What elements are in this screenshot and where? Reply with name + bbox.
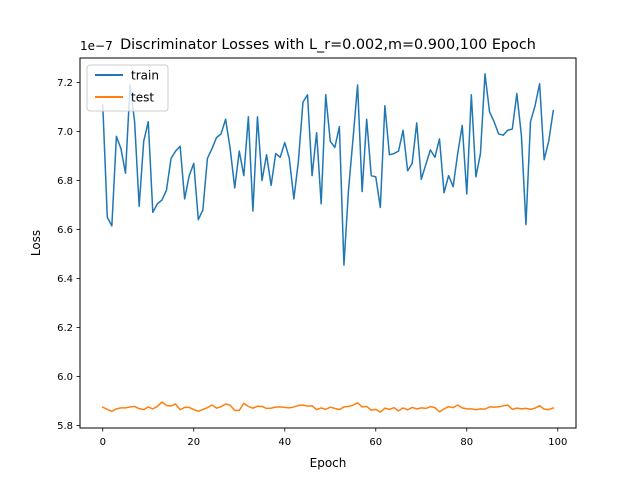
legend-label-test: test xyxy=(131,91,154,105)
y-axis-offset-text: 1e−7 xyxy=(80,39,113,53)
x-tick-label: 100 xyxy=(548,437,567,448)
series-layer xyxy=(101,73,555,413)
y-tick-label: 6.8 xyxy=(57,176,73,187)
y-tick-label: 6.6 xyxy=(57,225,73,236)
legend-label-train: train xyxy=(131,69,159,83)
plot-area xyxy=(79,57,577,429)
y-tick-label: 6.4 xyxy=(57,274,73,285)
legend: train test xyxy=(86,64,169,112)
x-tick-label: 0 xyxy=(100,437,106,448)
series-line-test xyxy=(101,401,555,413)
x-axis-label: Epoch xyxy=(310,456,347,470)
x-tick-label: 60 xyxy=(369,437,382,448)
x-tick-label: 20 xyxy=(187,437,200,448)
chart-title: Discriminator Losses with L_r=0.002,m=0.… xyxy=(120,37,536,53)
x-tick-label: 40 xyxy=(278,437,291,448)
x-axis-ticks: 0 20 40 60 80 100 xyxy=(100,428,567,448)
x-tick-label: 80 xyxy=(460,437,473,448)
y-tick-label: 5.8 xyxy=(57,421,73,432)
legend-box xyxy=(86,64,169,112)
axes-frame xyxy=(79,57,577,429)
series-line-train xyxy=(101,73,555,266)
y-tick-label: 7.0 xyxy=(57,127,73,138)
y-tick-label: 6.0 xyxy=(57,372,73,383)
y-axis-ticks: 5.8 6.0 6.2 6.4 6.6 6.8 7.0 7.2 xyxy=(57,78,80,432)
y-axis-label: Loss xyxy=(29,230,43,256)
y-tick-label: 6.2 xyxy=(57,323,73,334)
y-tick-label: 7.2 xyxy=(57,78,73,89)
